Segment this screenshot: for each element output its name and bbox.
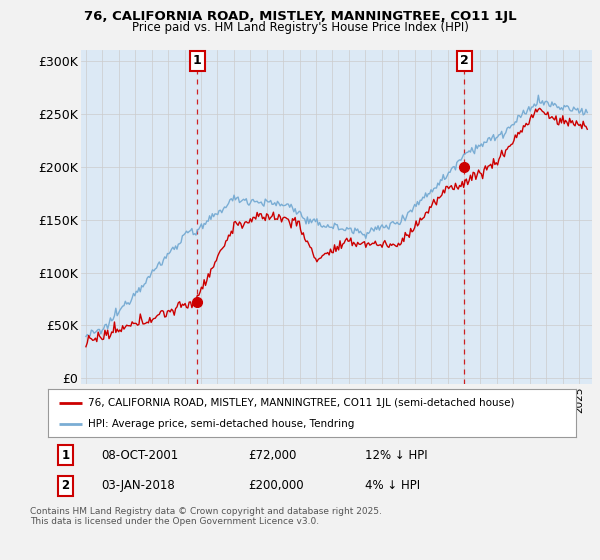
Text: 03-JAN-2018: 03-JAN-2018 (101, 479, 175, 492)
Text: £72,000: £72,000 (248, 449, 297, 461)
Text: Price paid vs. HM Land Registry's House Price Index (HPI): Price paid vs. HM Land Registry's House … (131, 21, 469, 34)
Text: 2: 2 (61, 479, 70, 492)
Text: £200,000: £200,000 (248, 479, 304, 492)
Text: 2: 2 (460, 54, 469, 67)
Text: HPI: Average price, semi-detached house, Tendring: HPI: Average price, semi-detached house,… (88, 419, 354, 429)
Text: 1: 1 (61, 449, 70, 461)
Text: 08-OCT-2001: 08-OCT-2001 (101, 449, 178, 461)
Text: Contains HM Land Registry data © Crown copyright and database right 2025.
This d: Contains HM Land Registry data © Crown c… (30, 507, 382, 526)
Text: 76, CALIFORNIA ROAD, MISTLEY, MANNINGTREE, CO11 1JL: 76, CALIFORNIA ROAD, MISTLEY, MANNINGTRE… (83, 10, 517, 23)
Text: 4% ↓ HPI: 4% ↓ HPI (365, 479, 420, 492)
Text: 76, CALIFORNIA ROAD, MISTLEY, MANNINGTREE, CO11 1JL (semi-detached house): 76, CALIFORNIA ROAD, MISTLEY, MANNINGTRE… (88, 398, 514, 408)
Text: 12% ↓ HPI: 12% ↓ HPI (365, 449, 427, 461)
Text: 1: 1 (193, 54, 202, 67)
